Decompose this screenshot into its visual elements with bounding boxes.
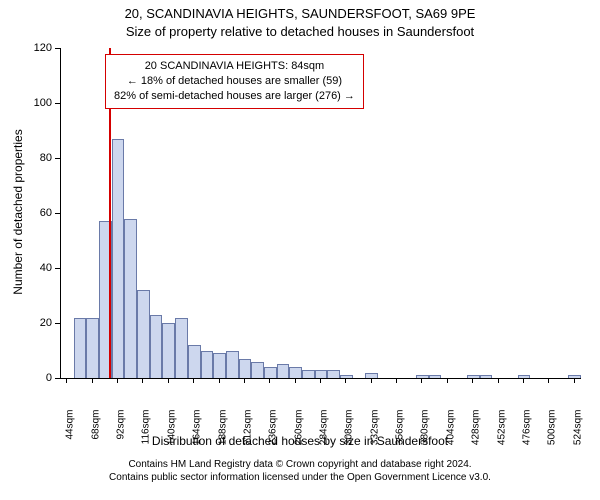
x-tick-mark [523, 378, 524, 383]
x-tick-label: 68sqm [90, 410, 101, 450]
callout-line: 20 SCANDINAVIA HEIGHTS: 84sqm [114, 59, 355, 74]
x-tick-mark [548, 378, 549, 383]
x-tick-mark [371, 378, 372, 383]
histogram-bar [150, 315, 163, 378]
y-tick-mark [55, 158, 60, 159]
y-tick-label: 20 [30, 317, 52, 329]
histogram-bar [277, 364, 290, 378]
histogram-bar [251, 362, 264, 379]
x-tick-label: 164sqm [192, 410, 203, 450]
chart-title-desc: Size of property relative to detached ho… [0, 24, 600, 39]
x-tick-mark [421, 378, 422, 383]
x-tick-label: 428sqm [471, 410, 482, 450]
y-tick-mark [55, 323, 60, 324]
x-tick-mark [219, 378, 220, 383]
y-tick-mark [55, 103, 60, 104]
histogram-bar [201, 351, 214, 379]
y-tick-label: 80 [30, 152, 52, 164]
histogram-bar [226, 351, 239, 379]
x-tick-mark [498, 378, 499, 383]
y-tick-label: 120 [30, 42, 52, 54]
footer-line-1: Contains HM Land Registry data © Crown c… [0, 458, 600, 471]
x-tick-mark [168, 378, 169, 383]
histogram-bar [74, 318, 87, 379]
histogram-bar [213, 353, 226, 378]
x-tick-mark [345, 378, 346, 383]
x-tick-mark [472, 378, 473, 383]
callout-line: ← 18% of detached houses are smaller (59… [114, 74, 355, 89]
histogram-bar [289, 367, 302, 378]
x-tick-mark [295, 378, 296, 383]
histogram-bar [327, 370, 340, 378]
footer-line-2: Contains public sector information licen… [0, 471, 600, 484]
histogram-bar [86, 318, 99, 379]
x-tick-mark [142, 378, 143, 383]
histogram-bar [302, 370, 315, 378]
x-tick-mark [66, 378, 67, 383]
x-tick-mark [574, 378, 575, 383]
subject-callout: 20 SCANDINAVIA HEIGHTS: 84sqm← 18% of de… [105, 54, 364, 109]
chart-footer: Contains HM Land Registry data © Crown c… [0, 458, 600, 484]
x-tick-label: 188sqm [217, 410, 228, 450]
x-tick-label: 92sqm [116, 410, 127, 450]
x-tick-label: 476sqm [521, 410, 532, 450]
histogram-bar [188, 345, 201, 378]
x-tick-label: 380sqm [420, 410, 431, 450]
histogram-bar [124, 219, 137, 379]
x-tick-label: 356sqm [395, 410, 406, 450]
y-tick-mark [55, 378, 60, 379]
y-tick-mark [55, 268, 60, 269]
x-tick-mark [117, 378, 118, 383]
histogram-bar [480, 375, 493, 378]
x-tick-label: 212sqm [242, 410, 253, 450]
histogram-bar [264, 367, 277, 378]
y-tick-mark [55, 48, 60, 49]
histogram-bar [429, 375, 442, 378]
x-tick-label: 452sqm [496, 410, 507, 450]
x-tick-mark [244, 378, 245, 383]
x-tick-mark [92, 378, 93, 383]
x-tick-label: 524sqm [572, 410, 583, 450]
x-tick-label: 404sqm [445, 410, 456, 450]
x-tick-label: 332sqm [369, 410, 380, 450]
y-tick-label: 60 [30, 207, 52, 219]
x-tick-label: 308sqm [344, 410, 355, 450]
x-tick-label: 284sqm [319, 410, 330, 450]
histogram-bar [162, 323, 175, 378]
x-tick-label: 116sqm [141, 410, 152, 450]
x-tick-mark [193, 378, 194, 383]
x-tick-label: 500sqm [547, 410, 558, 450]
histogram-bar [175, 318, 188, 379]
chart-title-address: 20, SCANDINAVIA HEIGHTS, SAUNDERSFOOT, S… [0, 6, 600, 21]
histogram-bar [315, 370, 328, 378]
x-tick-mark [447, 378, 448, 383]
x-tick-label: 260sqm [293, 410, 304, 450]
x-tick-mark [320, 378, 321, 383]
histogram-bar [137, 290, 150, 378]
y-tick-label: 0 [30, 372, 52, 384]
y-tick-label: 40 [30, 262, 52, 274]
callout-line: 82% of semi-detached houses are larger (… [114, 89, 355, 104]
x-tick-label: 140sqm [166, 410, 177, 450]
y-axis-label: Number of detached properties [11, 47, 25, 377]
x-tick-label: 44sqm [65, 410, 76, 450]
y-tick-mark [55, 213, 60, 214]
x-tick-mark [396, 378, 397, 383]
y-tick-label: 100 [30, 97, 52, 109]
histogram-bar [112, 139, 125, 378]
x-tick-label: 236sqm [268, 410, 279, 450]
histogram-bar [239, 359, 252, 378]
x-tick-mark [269, 378, 270, 383]
